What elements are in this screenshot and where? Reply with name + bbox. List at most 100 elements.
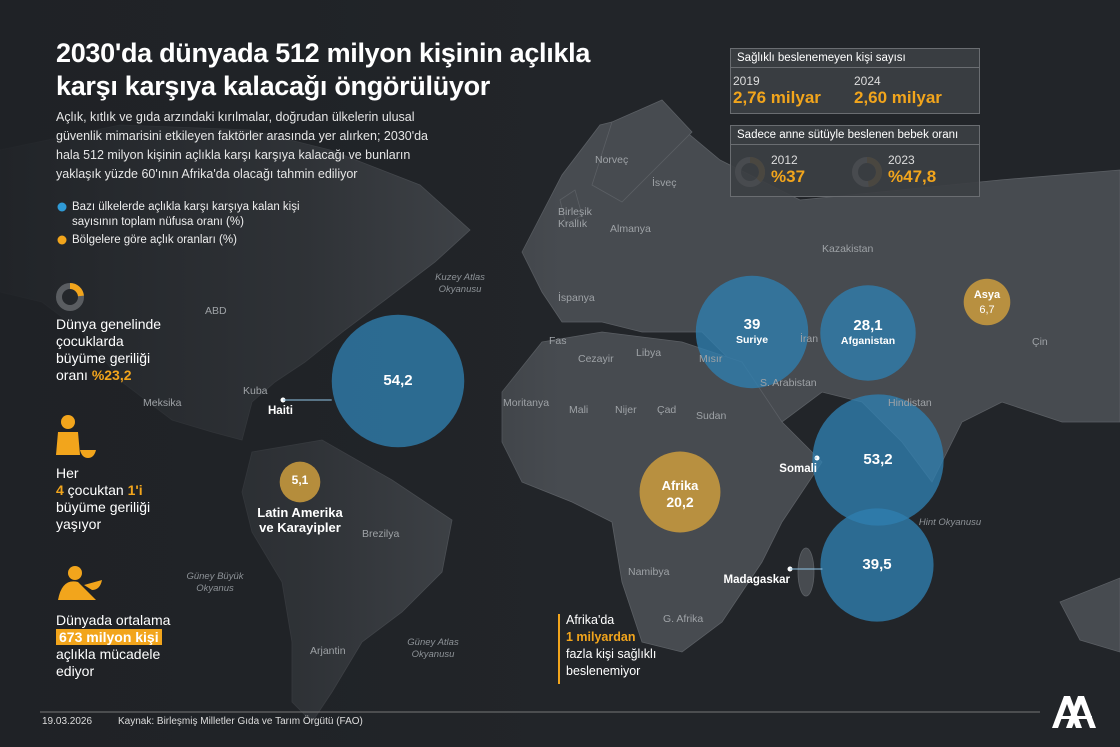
map-label: S. Arabistan xyxy=(760,377,817,389)
bubble-name: Afrika xyxy=(661,478,699,493)
logo xyxy=(1052,696,1096,728)
side-fact: Dünyada ortalama 673 milyon kişi açlıkla m… xyxy=(56,612,170,680)
title: 2030'da dünyada 512 milyon kişinin açlık… xyxy=(56,37,590,103)
ocean-label: Güney Büyük Okyanus xyxy=(186,571,244,594)
side-fact: Her 4 çocuktan 1'i büyüme geriliği yaşıyor xyxy=(56,465,150,533)
bubble-value: 5,1 xyxy=(291,473,309,487)
country-bubble xyxy=(331,314,465,448)
text-segment: fazla kişi sağlıklı xyxy=(566,647,657,661)
text-line: 4 çocuktan 1'i xyxy=(56,482,150,499)
bubble-value: 20,2 xyxy=(666,494,694,510)
map-label: Norveç xyxy=(595,154,629,166)
map-label: Nijer xyxy=(615,404,637,416)
text-line: büyüme geriliği xyxy=(56,350,161,367)
box-title: Sadece anne sütüyle beslenen bebek oranı xyxy=(731,126,979,145)
footer-date: 19.03.2026 xyxy=(42,716,93,727)
text-line: büyüme geriliği xyxy=(56,499,150,516)
logo-bar xyxy=(1058,716,1092,719)
country-bubble xyxy=(820,508,934,622)
stat-box: Sadece anne sütüyle beslenen bebek oranı… xyxy=(730,125,980,197)
stat-year: 2019 xyxy=(733,74,760,88)
icons xyxy=(56,415,102,600)
child-icon xyxy=(61,415,75,429)
map-label: Moritanya xyxy=(503,397,550,409)
legend-item: Bazı ülkelerde açlıkla karşı karşıya kal… xyxy=(72,200,300,230)
bubble-value: 28,1 xyxy=(853,317,883,334)
text-line: beslenemiyor xyxy=(566,663,656,680)
text-segment: Dünyada ortalama xyxy=(56,612,171,628)
australia xyxy=(1059,577,1120,653)
title-line: 2030'da dünyada 512 milyon kişinin açlık… xyxy=(56,38,591,68)
text-segment: %23,2 xyxy=(91,367,132,383)
map-label: ABD xyxy=(205,305,227,317)
text-segment: 1 milyardan xyxy=(566,630,636,644)
subtitle-line: hala 512 milyon kişinin açlıkla karşı ka… xyxy=(56,148,411,162)
left-shade xyxy=(0,0,560,747)
eurasia xyxy=(521,109,1120,483)
country-bubble xyxy=(695,275,809,389)
stat-item: 2019 2,76 milyar xyxy=(733,74,821,108)
bubble-value: 39,5 xyxy=(862,556,892,573)
bubble-value: 39 xyxy=(743,316,761,333)
stat-year: 2023 xyxy=(888,153,915,167)
map-label: Çad xyxy=(657,404,677,416)
text-segment: 673 milyon kişi xyxy=(56,629,162,645)
legend-text: Bölgelere göre açlık oranları (%) xyxy=(72,234,237,246)
bubble-name-line: ve Karayipler xyxy=(259,520,341,536)
text-segment: çocuklarda xyxy=(56,333,124,349)
text-line: açlıkla mücadele xyxy=(56,646,170,663)
text-line: yaşıyor xyxy=(56,516,150,533)
title-line: karşı karşıya kalacağı öngörülüyor xyxy=(56,71,491,101)
map-label: Almanya xyxy=(610,223,651,235)
person-icon xyxy=(68,566,82,580)
map-label: Kuba xyxy=(243,385,268,397)
bubble-name: Haiti xyxy=(268,405,293,417)
text-line: Afrika'da xyxy=(566,612,656,629)
bubble-value: 53,2 xyxy=(863,451,893,468)
scandinavia xyxy=(591,99,693,203)
text-segment: büyüme geriliği xyxy=(56,499,151,515)
ocean-label: Kuzey Atlas Okyanusu xyxy=(435,272,485,295)
subtitle-line: Açlık, kıtlık ve gıda arzındaki kırılmal… xyxy=(56,110,415,124)
stat-value: %37 xyxy=(771,167,806,186)
map-label: Kazakistan xyxy=(822,243,874,255)
bowl-icon xyxy=(80,450,96,458)
map-label: Sudan xyxy=(696,410,727,422)
stat-box: Sağlıklı beslenemeyen kişi sayısı 2019 2,7… xyxy=(730,48,980,114)
text-segment: 4 xyxy=(56,482,64,498)
region-bubble xyxy=(279,461,321,503)
footer-source: Kaynak: Birleşmiş Milletler Gıda ve Tarı… xyxy=(118,716,363,727)
region-bubble xyxy=(963,278,1011,326)
bowl-icon xyxy=(84,580,102,590)
stat-value: 2,76 milyar xyxy=(733,88,821,107)
legend-text: Bazı ülkelerde açlıkla karşı karşıya kal… xyxy=(72,201,300,213)
stat-year: 2012 xyxy=(771,153,798,167)
legend-text: sayısının toplam nüfusa oranı (%) xyxy=(72,216,244,228)
text-line: oranı %23,2 xyxy=(56,367,161,384)
text-segment: büyüme geriliği xyxy=(56,350,151,366)
text-line: çocuklarda xyxy=(56,333,161,350)
text-line: 673 milyon kişi xyxy=(56,629,170,646)
text-segment: oranı xyxy=(56,367,92,383)
text-segment: Her xyxy=(56,465,79,481)
bubble-name-line: Latin Amerika xyxy=(257,505,343,521)
madagascar xyxy=(797,547,815,597)
map-label: Cezayir xyxy=(578,353,614,365)
box-title: Sağlıklı beslenemeyen kişi sayısı xyxy=(731,49,979,68)
map-label: Brezilya xyxy=(362,528,400,540)
legend-swatch xyxy=(57,202,67,212)
text-line: Dünya genelinde xyxy=(56,316,161,333)
bubble-name: Somali xyxy=(779,463,817,475)
legend-swatch xyxy=(57,235,67,245)
map-label: Mısır xyxy=(699,353,723,365)
map-label: Birleşik Krallık xyxy=(558,206,592,230)
map-label: G. Afrika xyxy=(663,613,704,625)
text-segment: çocuktan xyxy=(63,482,128,498)
text-line: Dünyada ortalama xyxy=(56,612,170,629)
country-bubble xyxy=(812,394,944,526)
text-line: 1 milyardan xyxy=(566,629,656,646)
logo-mark xyxy=(1066,696,1096,728)
person-icon xyxy=(58,581,96,600)
